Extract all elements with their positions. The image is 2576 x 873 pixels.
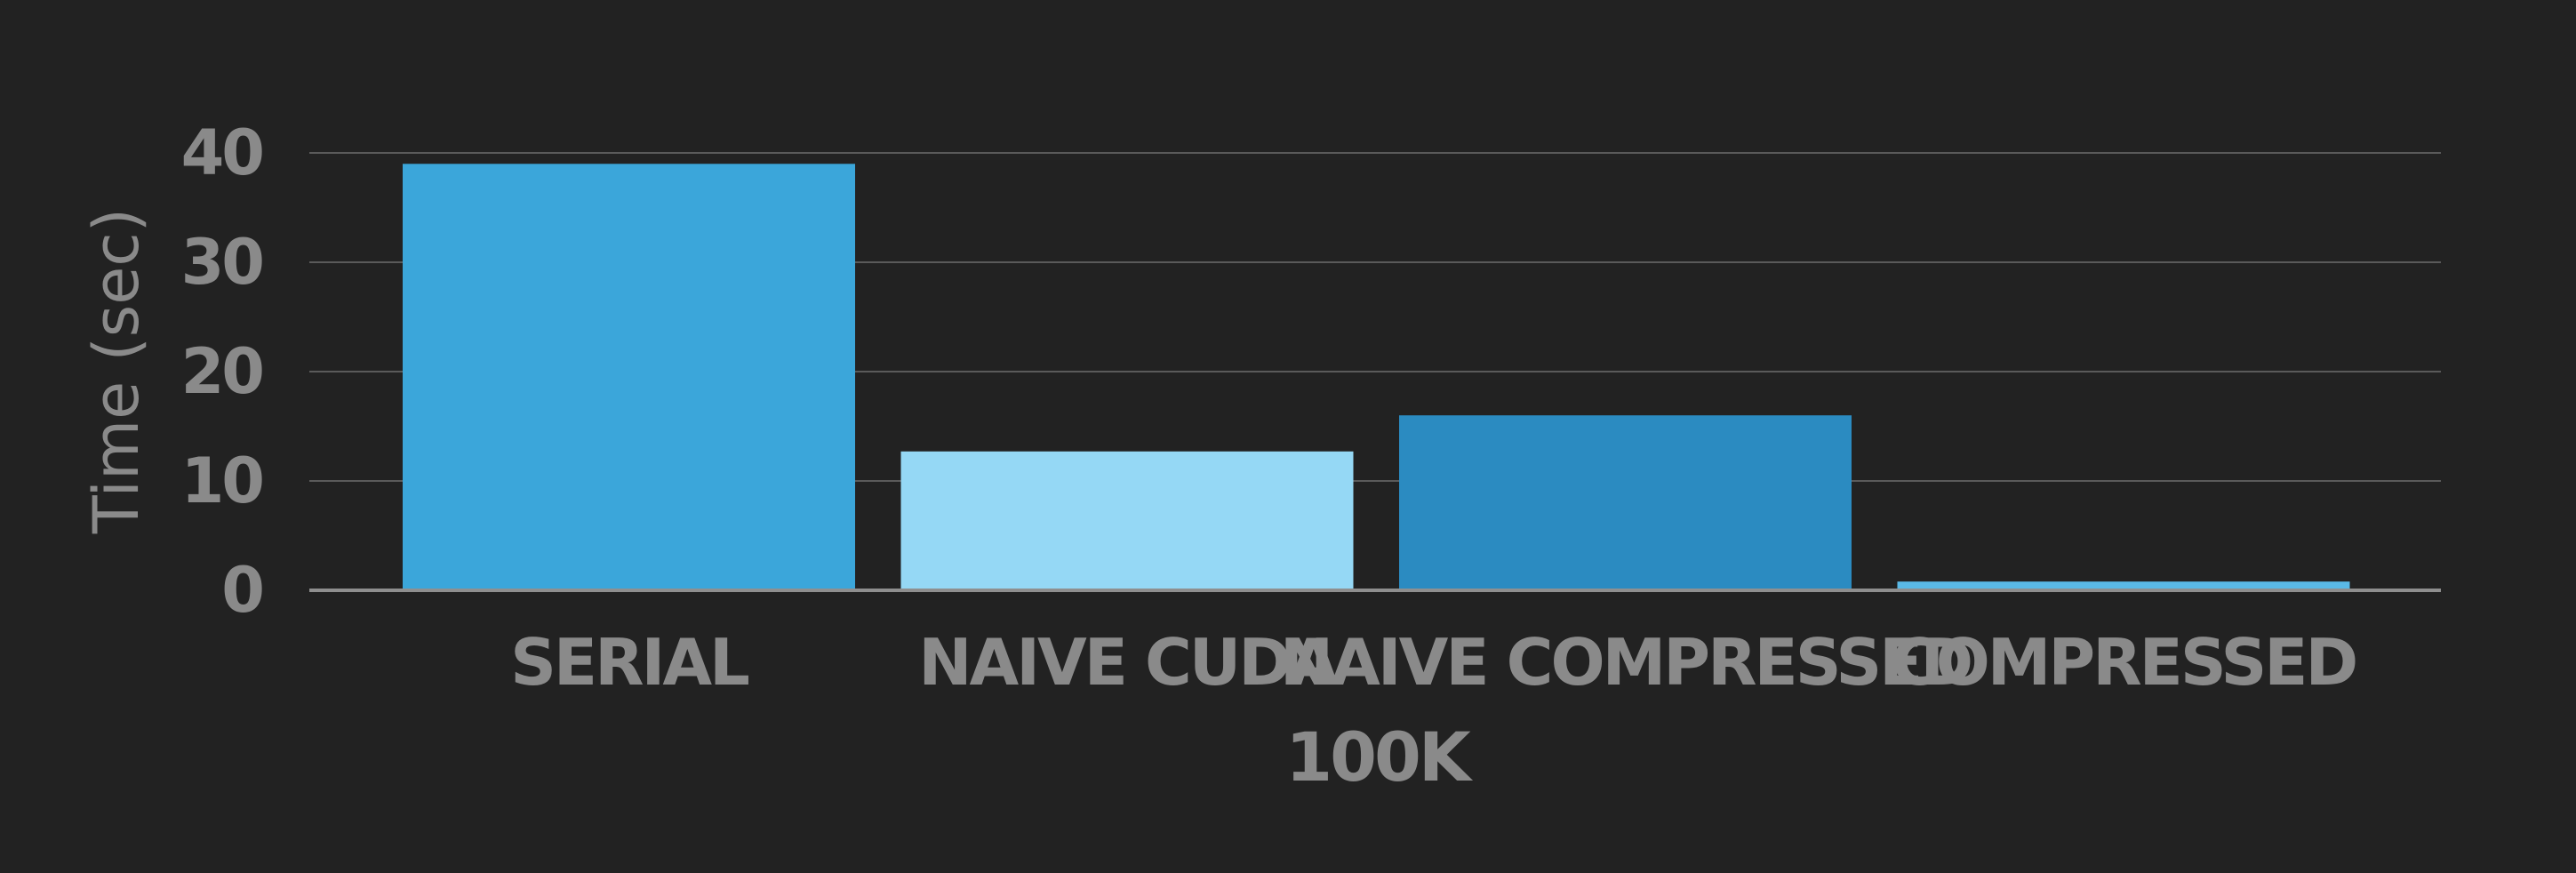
- category-label: SERIAL: [510, 625, 748, 700]
- y-axis-ticks: 0 10 20 30 40: [181, 116, 266, 627]
- y-axis-title: Time (sec): [80, 208, 153, 534]
- y-tick-label: 10: [181, 445, 263, 517]
- y-tick-label: 0: [221, 554, 262, 627]
- bar: [1399, 415, 1852, 590]
- bar: [1897, 581, 2350, 590]
- category-label: NAIVE CUDA: [918, 625, 1339, 700]
- category-label: COMPRESSED: [1892, 625, 2356, 700]
- y-tick-label: 30: [181, 226, 263, 299]
- y-tick-label: 20: [181, 335, 263, 408]
- x-group-label: 100K: [1285, 717, 1474, 797]
- y-tick-label: 40: [181, 116, 263, 189]
- bar: [403, 164, 855, 591]
- bar: [900, 451, 1354, 590]
- category-label: NAIVE COMPRESSED: [1280, 625, 1971, 700]
- bars: [403, 164, 2350, 591]
